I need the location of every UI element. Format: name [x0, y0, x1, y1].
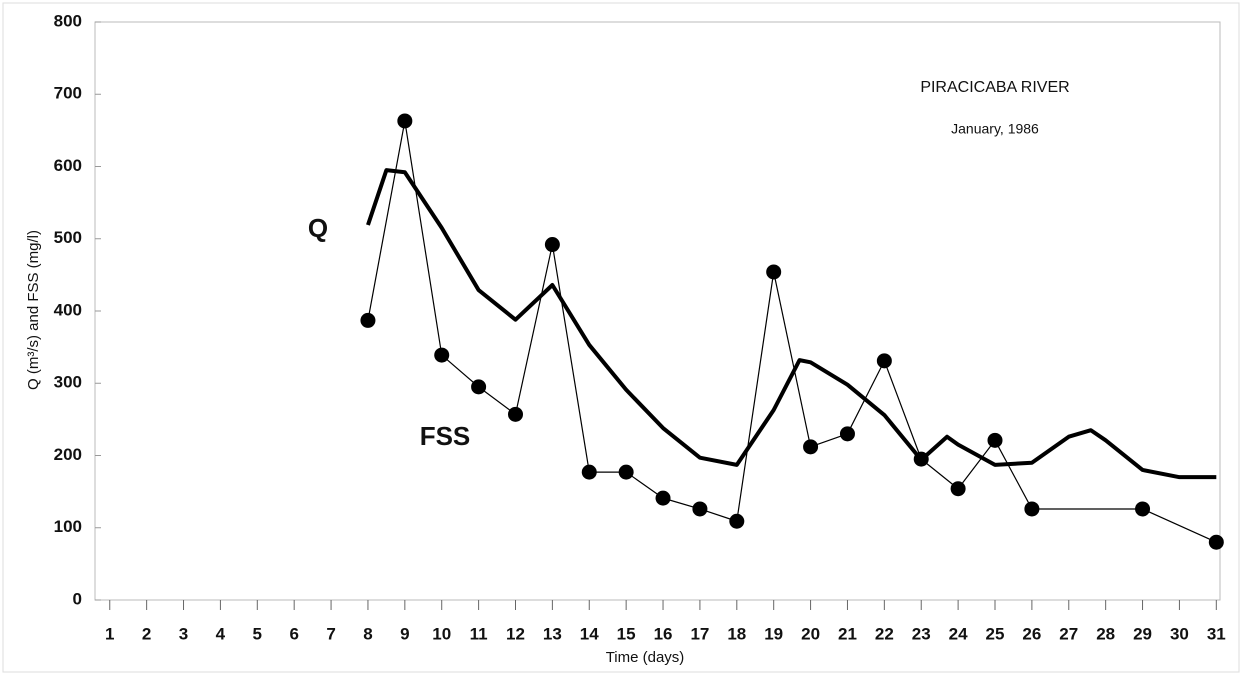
x-tick-label: 27 [1059, 624, 1078, 643]
data-point [692, 501, 708, 517]
x-tick-label: 3 [179, 624, 188, 643]
x-tick-label: 30 [1170, 624, 1189, 643]
data-point [397, 113, 413, 129]
y-tick-label: 500 [54, 228, 82, 247]
y-tick-label: 100 [54, 517, 82, 536]
x-axis-label: Time (days) [606, 649, 685, 666]
data-point [729, 513, 745, 529]
x-tick-label: 31 [1207, 624, 1226, 643]
data-point [987, 432, 1003, 448]
x-tick-label: 8 [363, 624, 372, 643]
x-tick-label: 6 [289, 624, 298, 643]
x-tick-label: 28 [1096, 624, 1115, 643]
data-point [803, 439, 819, 455]
data-point [581, 464, 597, 480]
x-tick-label: 19 [764, 624, 783, 643]
x-tick-label: 22 [875, 624, 894, 643]
chart-title: PIRACICABA RIVER [920, 79, 1069, 96]
data-point [913, 451, 929, 467]
x-tick-label: 14 [580, 624, 599, 643]
x-tick-label: 2 [142, 624, 151, 643]
y-tick-label: 300 [54, 373, 82, 392]
data-point [360, 312, 376, 328]
y-tick-label: 400 [54, 300, 82, 319]
y-tick-label: 200 [54, 445, 82, 464]
data-point [1208, 534, 1224, 550]
x-tick-label: 25 [986, 624, 1005, 643]
data-point [950, 481, 966, 497]
x-tick-label: 18 [727, 624, 746, 643]
series-label: FSS [420, 421, 471, 451]
x-tick-label: 9 [400, 624, 409, 643]
chart-subtitle: January, 1986 [951, 121, 1039, 137]
x-tick-label: 12 [506, 624, 525, 643]
data-point [1135, 501, 1151, 517]
y-tick-label: 600 [54, 156, 82, 175]
x-tick-label: 4 [216, 624, 226, 643]
data-point [876, 353, 892, 369]
data-point [471, 379, 487, 395]
y-tick-label: 0 [73, 589, 82, 608]
data-point [1024, 501, 1040, 517]
x-tick-label: 15 [617, 624, 636, 643]
x-tick-label: 16 [654, 624, 673, 643]
data-point [507, 406, 523, 422]
data-point [839, 426, 855, 442]
series-line [366, 168, 1217, 480]
x-tick-label: 1 [105, 624, 114, 643]
y-tick-label: 700 [54, 84, 82, 103]
x-tick-label: 11 [470, 624, 488, 643]
x-tick-label: 7 [326, 624, 335, 643]
series-label: Q [308, 213, 328, 243]
x-tick-label: 17 [690, 624, 709, 643]
data-point [618, 464, 634, 480]
x-tick-label: 13 [543, 624, 562, 643]
x-tick-label: 23 [912, 624, 931, 643]
data-point [766, 264, 782, 280]
x-tick-label: 20 [801, 624, 820, 643]
y-tick-label: 800 [54, 11, 82, 30]
x-tick-label: 29 [1133, 624, 1152, 643]
x-tick-label: 24 [949, 624, 968, 643]
x-tick-label: 26 [1022, 624, 1041, 643]
x-tick-label: 10 [432, 624, 451, 643]
data-point [434, 347, 450, 363]
data-point [544, 237, 560, 253]
x-tick-label: 21 [838, 624, 857, 643]
y-axis-label: Q (m³/s) and FSS (mg/l) [25, 230, 42, 390]
x-tick-label: 5 [253, 624, 262, 643]
data-point [655, 490, 671, 506]
